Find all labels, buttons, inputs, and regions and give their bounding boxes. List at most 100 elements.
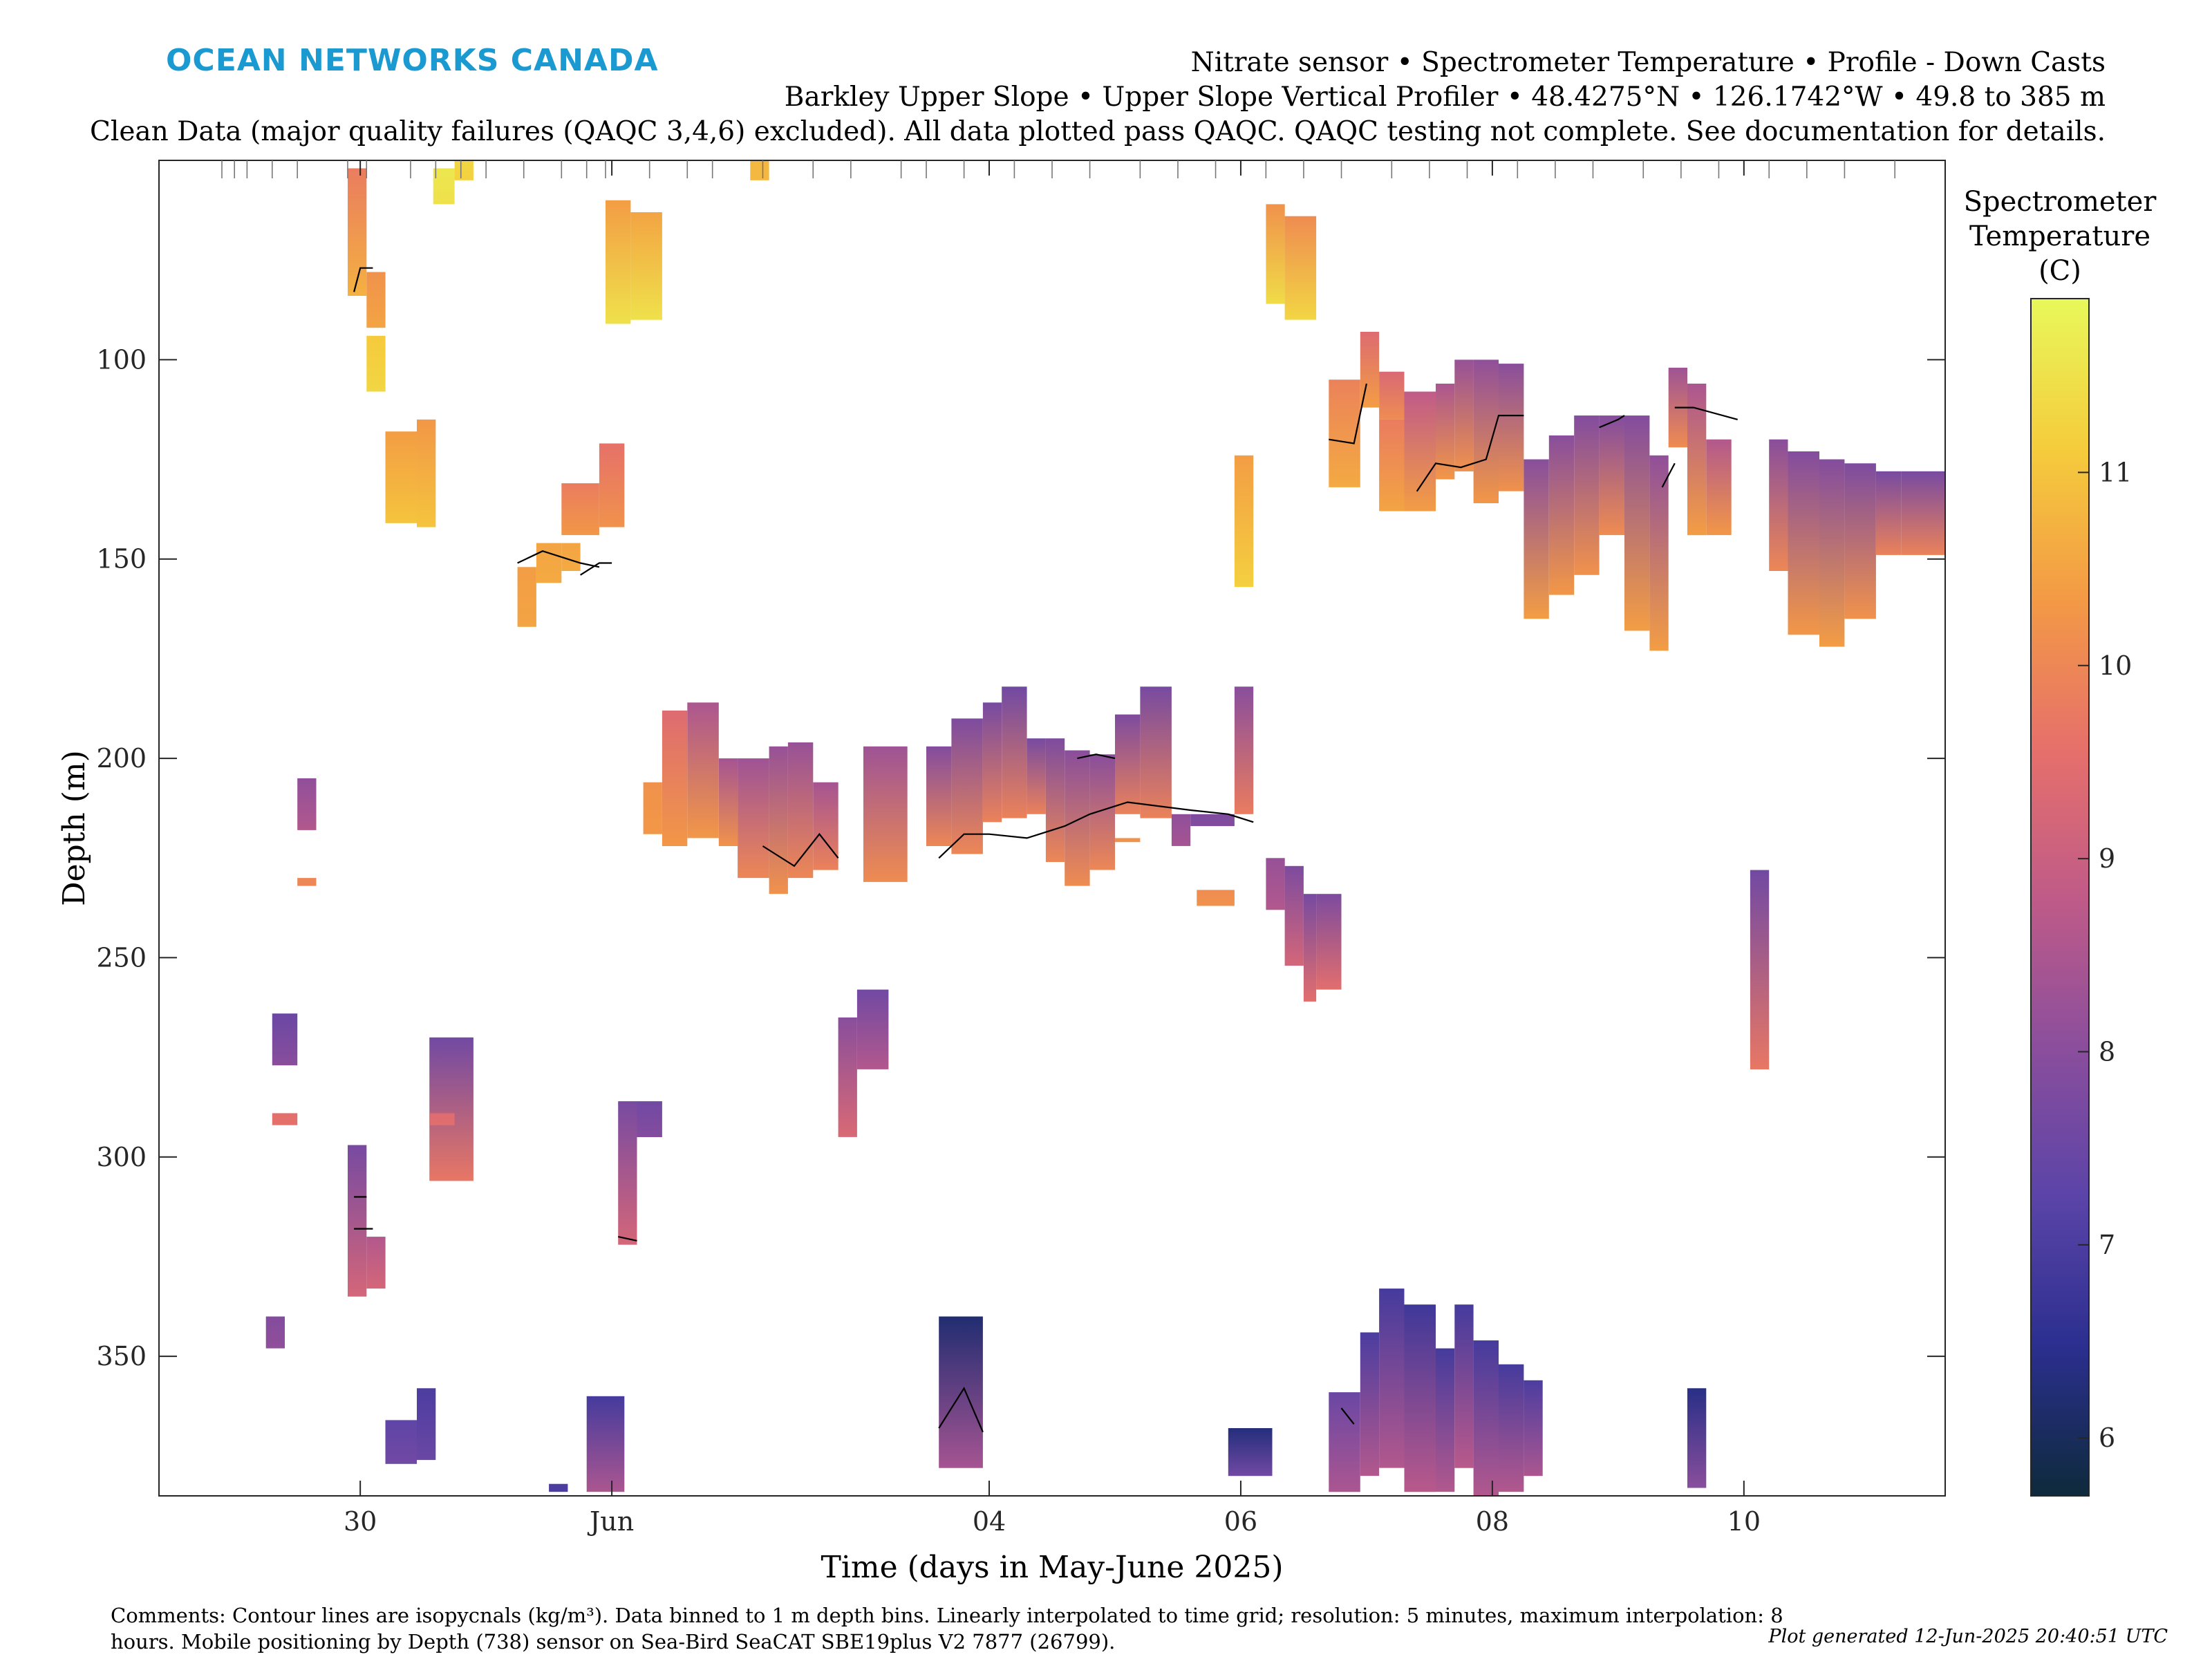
data-cell [1284,865,1304,966]
data-cell [1454,1304,1474,1468]
x-tick-label: 10 [1727,1506,1761,1537]
data-cell [1065,750,1090,886]
data-cell [1499,1364,1524,1492]
data-cell [1436,1348,1455,1492]
data-cell [429,1037,474,1181]
data-cell [1548,435,1575,595]
isopycnal-line [353,267,373,292]
data-cell [1234,455,1254,588]
data-cell [517,567,536,627]
y-axis-label: Depth (m) [57,750,92,906]
data-cell [348,1145,367,1297]
isopycnal-line [1416,415,1524,492]
data-cell [606,200,631,324]
data-cell [1788,451,1819,635]
data-cell [856,989,889,1069]
data-cell [1379,371,1405,420]
data-cell [1140,686,1172,818]
data-cell [1750,870,1770,1069]
plot-subtitle-qaqc: Clean Data (major quality failures (QAQC… [90,116,2106,147]
data-cell [297,778,317,830]
data-cell [750,160,769,180]
data-cell [982,702,1002,823]
x-tick-label: 04 [973,1506,1006,1537]
data-cell [297,878,317,886]
data-cell [1027,738,1046,814]
data-cell [1687,384,1707,536]
y-tick-label: 350 [96,1341,147,1371]
data-cell [272,1113,298,1125]
isopycnal-line [617,1236,637,1241]
data-cell [1524,459,1549,619]
data-cell [549,1483,568,1492]
data-cell [838,1017,857,1137]
data-cell [265,1316,285,1349]
colorbar-label: Spectrometer [1964,186,2157,218]
data-cell [454,160,474,180]
data-cell [1234,686,1254,814]
y-tick-label: 300 [96,1142,147,1172]
data-cell [1404,1304,1436,1492]
data-cell [561,483,599,536]
colorbar-label: (C) [2038,255,2081,287]
colorbar-label: Temperature [1969,221,2150,252]
data-cell [1303,894,1317,1002]
data-cell [366,335,386,392]
data-cell [1360,332,1380,408]
data-cell [1524,1380,1543,1477]
isopycnal-contours [353,267,1738,1433]
data-cell [1115,838,1141,843]
data-cell [1002,686,1027,818]
colorbar-tick-label: 10 [2099,650,2132,681]
plot-title: Nitrate sensor • Spectrometer Temperatur… [1190,47,2106,78]
data-cell [586,1396,625,1492]
isopycnal-line [1661,462,1676,488]
data-cell [1687,1388,1707,1488]
data-cell [1171,814,1191,846]
colorbar-tick-label: 9 [2099,843,2115,874]
data-cell [366,1237,386,1289]
isopycnal-line [1674,406,1738,420]
x-axis-label: Time (days in May-June 2025) [821,1550,1283,1585]
data-cell [1901,471,1945,555]
data-cell [1844,463,1876,619]
data-cell [1379,419,1405,512]
isopycnal-line [580,562,612,576]
data-cell [618,1101,637,1245]
data-cell [417,1388,436,1461]
plot-generated-timestamp: Plot generated 12-Jun-2025 20:40:51 UTC [1768,1626,2168,1647]
data-cell [433,168,455,205]
data-cell [687,702,719,838]
data-cell [1284,216,1317,320]
data-cell [1115,714,1141,814]
data-cell [366,272,386,328]
x-tick-label: 08 [1476,1506,1509,1537]
data-cell [630,212,662,320]
isopycnal-line [517,550,600,568]
data-cell [1360,1332,1380,1477]
colorbar-tick-label: 7 [2099,1230,2115,1260]
x-tick-label: 06 [1224,1506,1257,1537]
data-cell [536,543,562,583]
data-cell [951,718,983,854]
data-cell [1819,459,1845,647]
data-cell [599,443,625,527]
data-cell [385,431,417,523]
data-cell [1454,359,1474,471]
data-cell [1316,894,1342,990]
data-cell [1473,1340,1499,1496]
isopycnal-line [1599,415,1625,429]
colorbar-tick-label: 6 [2099,1423,2115,1453]
data-cell [1266,858,1285,910]
data-cell [637,1101,662,1137]
data-cell [787,742,814,879]
data-cell [1089,754,1115,870]
data-cell [1599,415,1624,536]
data-cell [1769,439,1788,571]
data-cell [1875,471,1902,555]
footer-comments: Comments: Contour lines are isopycnals (… [111,1604,1783,1653]
isopycnal-line [1340,1407,1355,1425]
y-tick-label: 250 [96,942,147,973]
brand-logo: OCEAN NETWORKS CANADA [166,43,659,78]
data-cell [1624,415,1650,631]
